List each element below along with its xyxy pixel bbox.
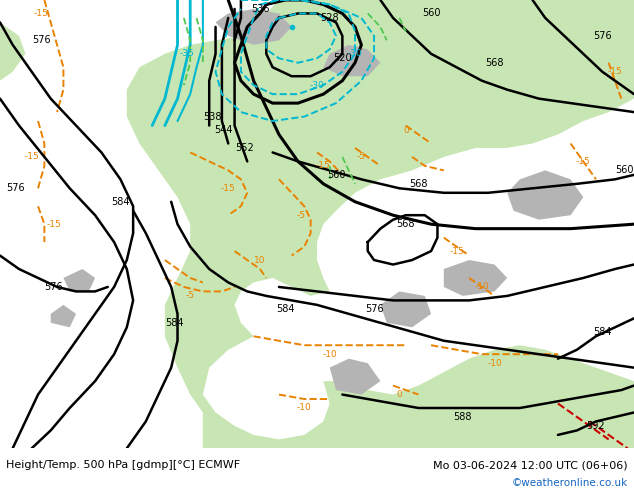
Polygon shape [507,171,583,220]
Text: 576: 576 [593,31,612,41]
Text: -10: -10 [322,350,337,359]
Text: 584: 584 [276,304,295,315]
Text: -15: -15 [46,220,61,229]
Text: ©weatheronline.co.uk: ©weatheronline.co.uk [512,478,628,488]
Text: -15: -15 [34,9,49,18]
Text: -30: -30 [309,81,325,90]
Polygon shape [323,45,380,76]
Polygon shape [63,269,95,292]
Text: -5: -5 [297,211,306,220]
Text: 10: 10 [254,256,266,265]
Text: 592: 592 [586,421,605,431]
Text: 588: 588 [453,412,472,422]
Text: 568: 568 [485,58,504,68]
Text: -15: -15 [449,246,464,256]
Text: 0: 0 [403,125,409,135]
Polygon shape [380,292,431,327]
Text: 528: 528 [320,13,339,23]
Text: 560: 560 [616,165,634,175]
Text: 576: 576 [6,183,25,194]
Text: -10: -10 [474,282,489,292]
Text: 560: 560 [327,170,346,180]
Text: 0: 0 [396,390,403,399]
Text: -30: -30 [347,49,363,58]
Text: -5: -5 [186,292,195,300]
Text: Height/Temp. 500 hPa [gdmp][°C] ECMWF: Height/Temp. 500 hPa [gdmp][°C] ECMWF [6,460,240,470]
Text: 584: 584 [593,327,612,337]
Polygon shape [444,260,507,296]
Text: 560: 560 [422,8,441,19]
Text: -15: -15 [221,184,236,193]
Text: 584: 584 [165,318,184,328]
Text: -5: -5 [357,152,366,161]
Polygon shape [51,305,76,327]
Text: -15: -15 [316,161,331,171]
Text: 552: 552 [235,143,254,153]
Text: 576: 576 [365,304,384,315]
Text: 520: 520 [333,53,352,63]
Text: -15: -15 [24,152,39,161]
Text: 576: 576 [44,282,63,292]
Polygon shape [216,9,292,45]
Polygon shape [330,359,380,394]
Text: -10: -10 [297,403,312,413]
Polygon shape [0,23,25,81]
Text: 536: 536 [250,4,269,14]
Polygon shape [127,0,634,448]
Text: 568: 568 [409,179,428,189]
Text: -15: -15 [576,157,591,166]
Text: -15: -15 [607,67,623,76]
Text: Mo 03-06-2024 12:00 UTC (06+06): Mo 03-06-2024 12:00 UTC (06+06) [433,460,628,470]
Text: 584: 584 [111,197,130,207]
Text: 576: 576 [32,35,51,46]
Text: 538: 538 [203,112,222,122]
Text: -35: -35 [179,49,195,58]
Text: 568: 568 [396,219,415,229]
Text: -10: -10 [487,359,502,368]
Text: 544: 544 [214,125,233,135]
